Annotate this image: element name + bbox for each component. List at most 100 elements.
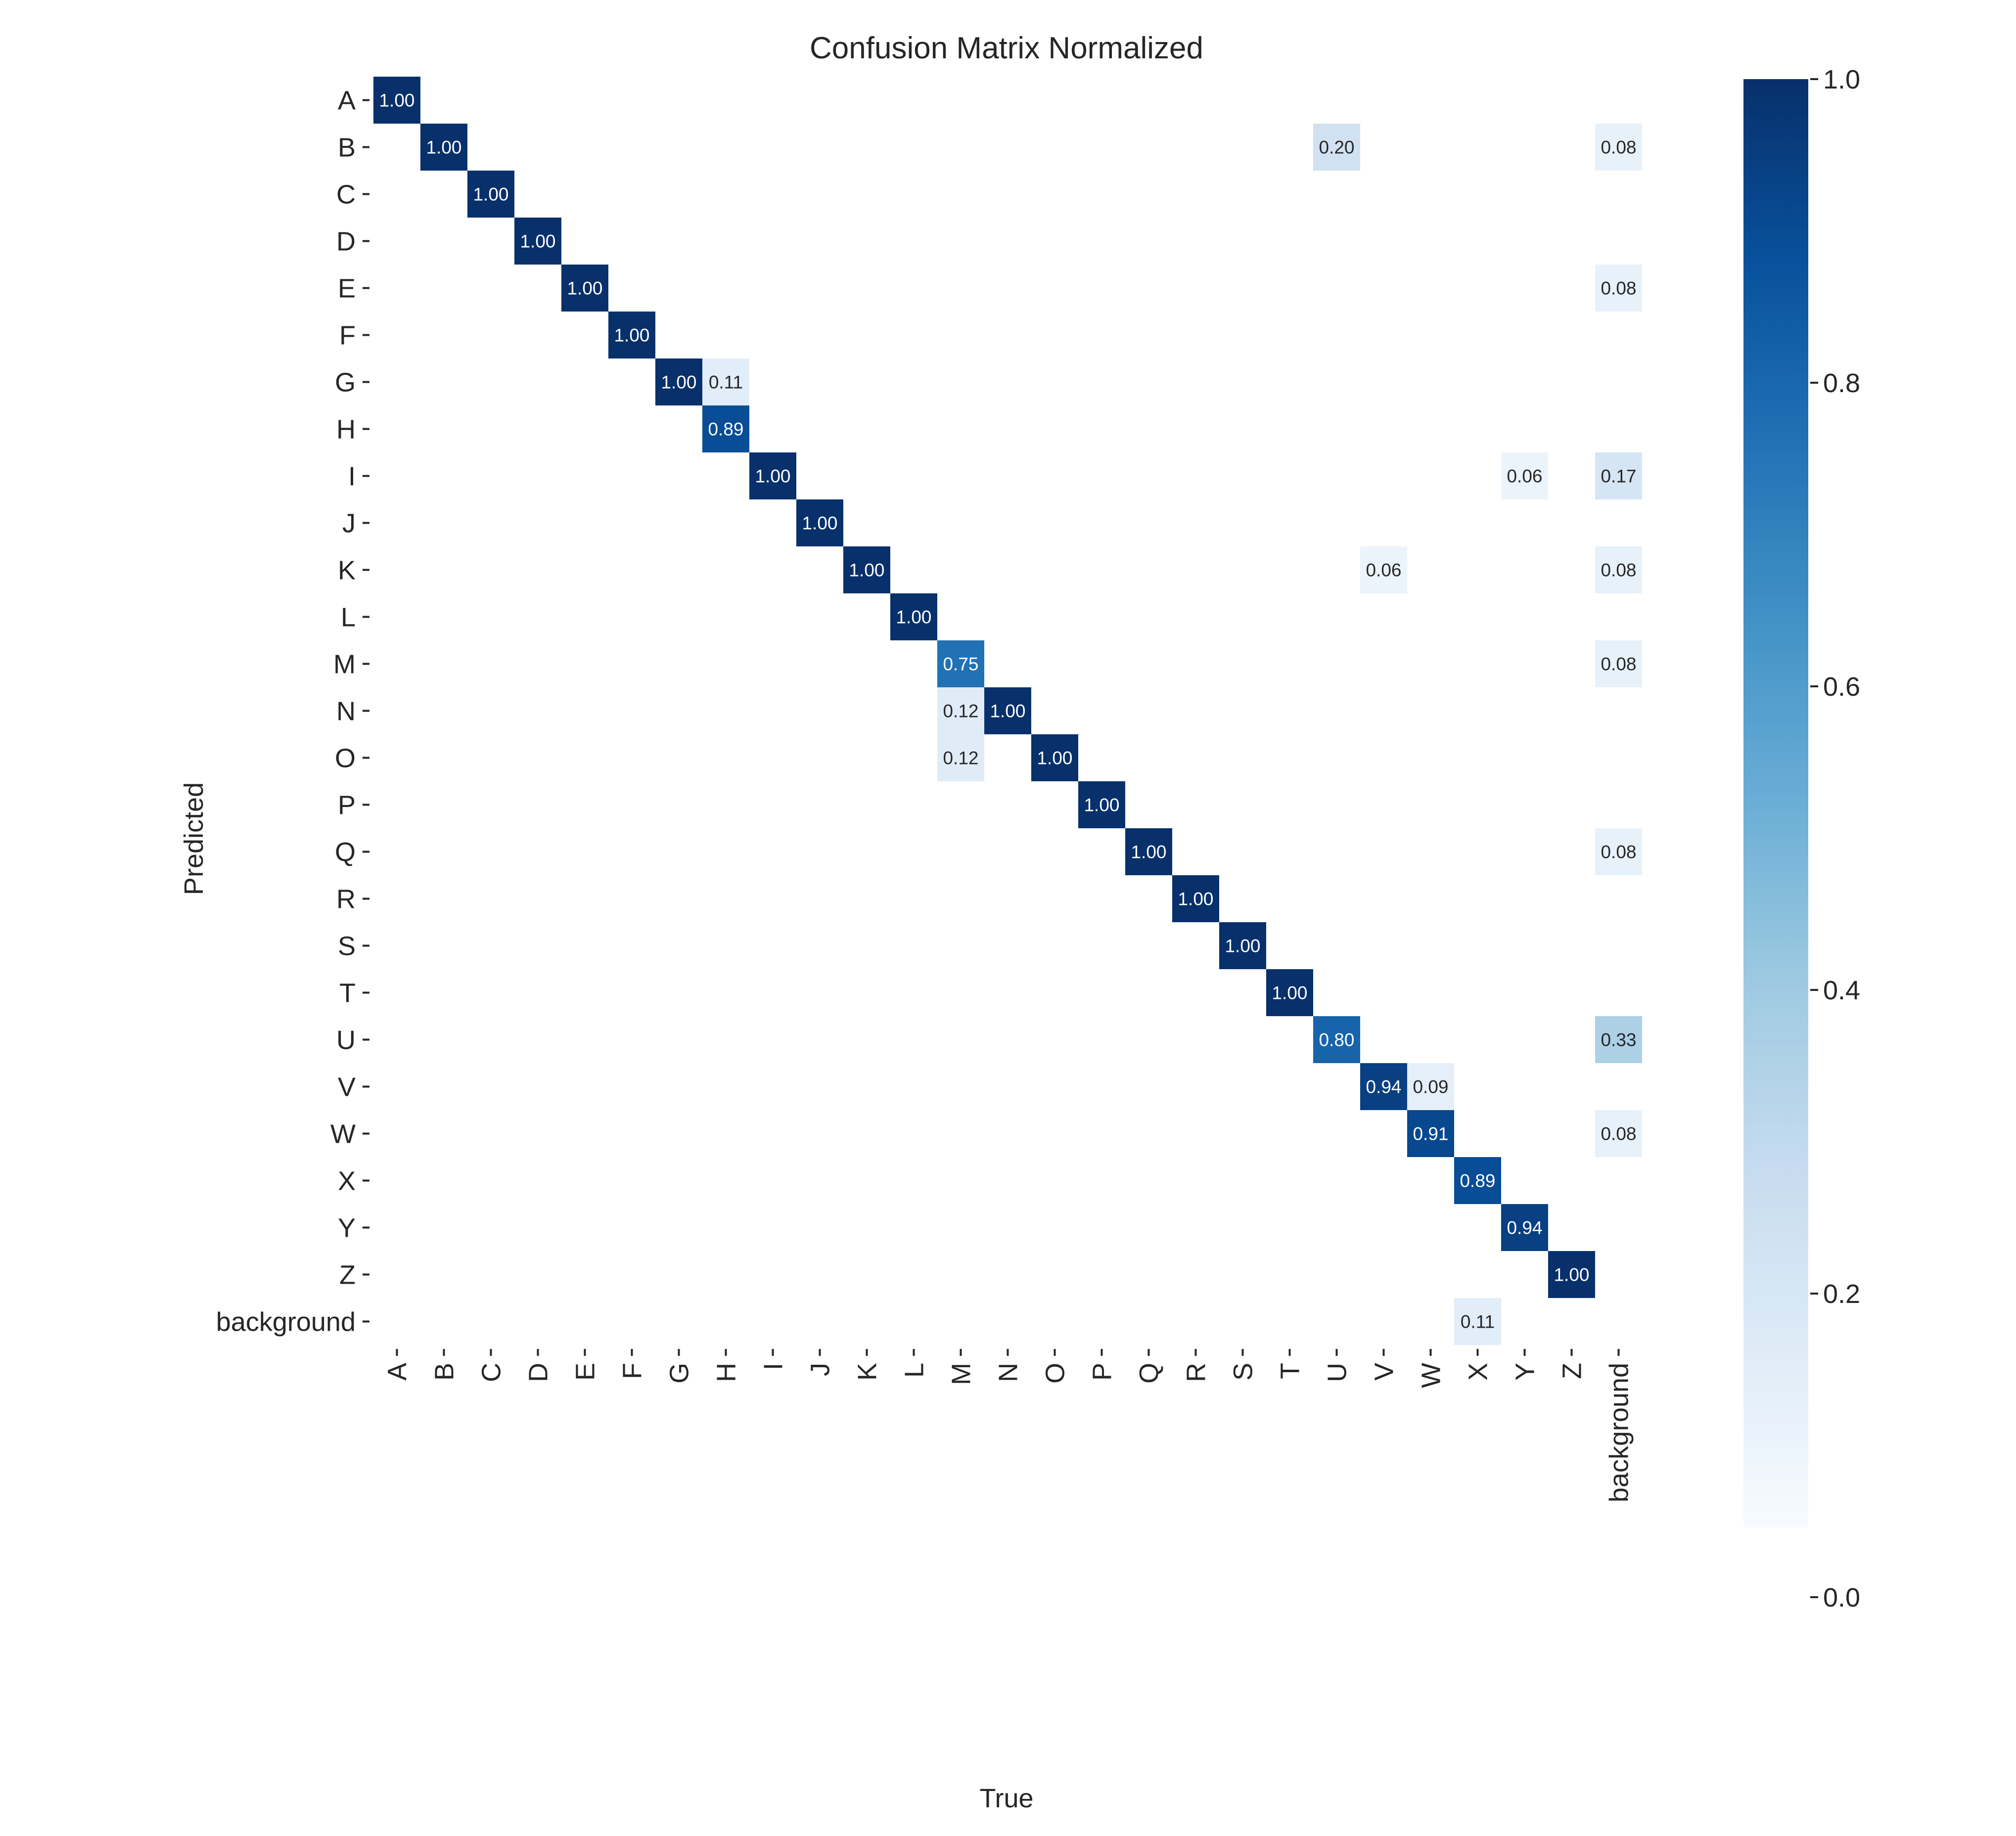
x-tick-label-k: K: [853, 1363, 882, 1381]
cell-n-m: [937, 687, 984, 734]
y-tick-label-i: I: [348, 462, 356, 492]
x-tick-label-h: H: [712, 1363, 741, 1382]
y-tick-label-k: K: [338, 556, 356, 585]
cell-s-s: [1219, 922, 1266, 969]
cell-b-background: [1595, 124, 1642, 171]
y-tick-label-z: Z: [339, 1260, 356, 1290]
cell-value-background-x: 0.11: [1461, 1312, 1495, 1332]
cell-value-i-background: 0.17: [1601, 466, 1636, 487]
cell-value-o-m: 0.12: [943, 748, 978, 768]
chart-title: Confusion Matrix Normalized: [810, 31, 1203, 65]
heatmap-cells: 1.00 1.00 0.20 0.08 1.00 1.00 1.00 0.08 1.00 1.00…: [373, 77, 1642, 1345]
y-tick-label-y: Y: [338, 1213, 356, 1243]
colorbar-tick-label-3: 0.6: [1823, 672, 1860, 702]
cell-w-w: [1407, 1110, 1454, 1157]
cell-a-a: [373, 77, 420, 124]
x-tick-label-p: P: [1088, 1363, 1117, 1381]
colorbar: 0.0 0.2 0.4 0.6 0.8 1.0: [1743, 65, 1860, 1612]
x-tick-label-l: L: [900, 1363, 929, 1378]
x-tick-label-e: E: [571, 1363, 600, 1381]
x-tick-label-w: W: [1417, 1363, 1446, 1388]
cell-i-background: [1595, 452, 1642, 499]
cell-g-h: [702, 358, 749, 405]
y-tick-label-r: R: [336, 885, 356, 914]
colorbar-tick-label-5: 1.0: [1823, 65, 1860, 94]
cell-x-x: [1454, 1157, 1501, 1204]
cell-l-l: [890, 593, 937, 640]
x-tick-label-v: V: [1370, 1363, 1399, 1381]
cell-value-b-background: 0.08: [1601, 137, 1636, 158]
cell-j-j: [796, 499, 843, 546]
cell-e-background: [1595, 265, 1642, 312]
y-tick-label-g: G: [335, 368, 356, 398]
x-tick-label-f: F: [618, 1363, 647, 1379]
x-tick-label-z: Z: [1558, 1363, 1587, 1379]
y-axis-label: Predicted: [179, 782, 209, 895]
cell-w-background: [1595, 1110, 1642, 1157]
cell-value-y-y: 0.94: [1507, 1218, 1542, 1238]
cell-y-y: [1501, 1204, 1548, 1251]
cell-value-w-background: 0.08: [1601, 1124, 1636, 1144]
cell-value-x-x: 0.89: [1460, 1171, 1495, 1191]
cell-d-d: [514, 218, 561, 265]
y-tick-label-p: P: [338, 791, 356, 820]
cell-value-g-h: 0.11: [709, 372, 743, 393]
cell-b-b: [420, 124, 467, 171]
cell-h-h: [702, 405, 749, 452]
y-tick-label-l: L: [341, 603, 356, 632]
cell-value-q-background: 0.08: [1601, 842, 1636, 862]
cell-value-k-v: 0.06: [1366, 560, 1401, 581]
cell-value-c-c: 1.00: [473, 184, 508, 205]
cell-i-y: [1501, 452, 1548, 499]
x-tick-label-b: B: [430, 1363, 459, 1381]
cell-f-f: [608, 312, 655, 358]
cell-value-k-k: 1.00: [849, 560, 884, 581]
x-tick-label-n: N: [994, 1363, 1023, 1382]
cell-p-p: [1078, 781, 1125, 828]
cell-v-v: [1360, 1063, 1407, 1110]
cell-value-a-a: 1.00: [379, 90, 414, 111]
cell-value-b-b: 1.00: [426, 137, 461, 158]
cell-value-m-background: 0.08: [1601, 654, 1636, 674]
x-tick-label-background: background: [1604, 1363, 1634, 1502]
cell-i-i: [749, 452, 796, 499]
x-tick-label-y: Y: [1511, 1363, 1540, 1381]
cell-b-u: [1313, 124, 1360, 171]
cell-c-c: [467, 171, 514, 218]
cell-value-v-w: 0.09: [1413, 1077, 1448, 1097]
cell-q-background: [1595, 828, 1642, 875]
cell-value-s-s: 1.00: [1225, 936, 1260, 956]
cell-value-i-y: 0.06: [1507, 466, 1542, 487]
cell-r-r: [1172, 875, 1219, 922]
x-tick-label-a: A: [383, 1363, 412, 1381]
y-tick-label-d: D: [336, 227, 356, 257]
x-tick-label-r: R: [1182, 1363, 1211, 1382]
x-tick-label-s: S: [1229, 1363, 1258, 1381]
cell-value-e-background: 0.08: [1601, 278, 1636, 299]
y-tick-label-t: T: [339, 979, 356, 1008]
y-tick-label-a: A: [338, 86, 356, 116]
y-tick-label-b: B: [338, 133, 356, 163]
x-tick-label-x: X: [1464, 1363, 1493, 1381]
cell-value-d-d: 1.00: [520, 231, 555, 252]
cell-value-f-f: 1.00: [614, 325, 649, 346]
cell-value-e-e: 1.00: [567, 278, 602, 299]
cell-u-background: [1595, 1016, 1642, 1063]
cell-q-q: [1125, 828, 1172, 875]
cell-e-e: [561, 265, 608, 312]
x-tick-label-i: I: [759, 1363, 788, 1370]
x-tick-label-g: G: [665, 1363, 694, 1384]
cell-value-q-q: 1.00: [1131, 842, 1166, 862]
cell-value-u-background: 0.33: [1601, 1030, 1636, 1050]
cell-value-k-background: 0.08: [1601, 560, 1636, 581]
colorbar-tick-label-2: 0.4: [1823, 976, 1860, 1005]
y-tick-label-s: S: [338, 932, 356, 961]
cell-value-z-z: 1.00: [1554, 1265, 1589, 1285]
cell-value-u-u: 0.80: [1319, 1030, 1354, 1050]
cell-value-w-w: 0.91: [1413, 1124, 1448, 1144]
cell-z-z: [1548, 1251, 1595, 1298]
